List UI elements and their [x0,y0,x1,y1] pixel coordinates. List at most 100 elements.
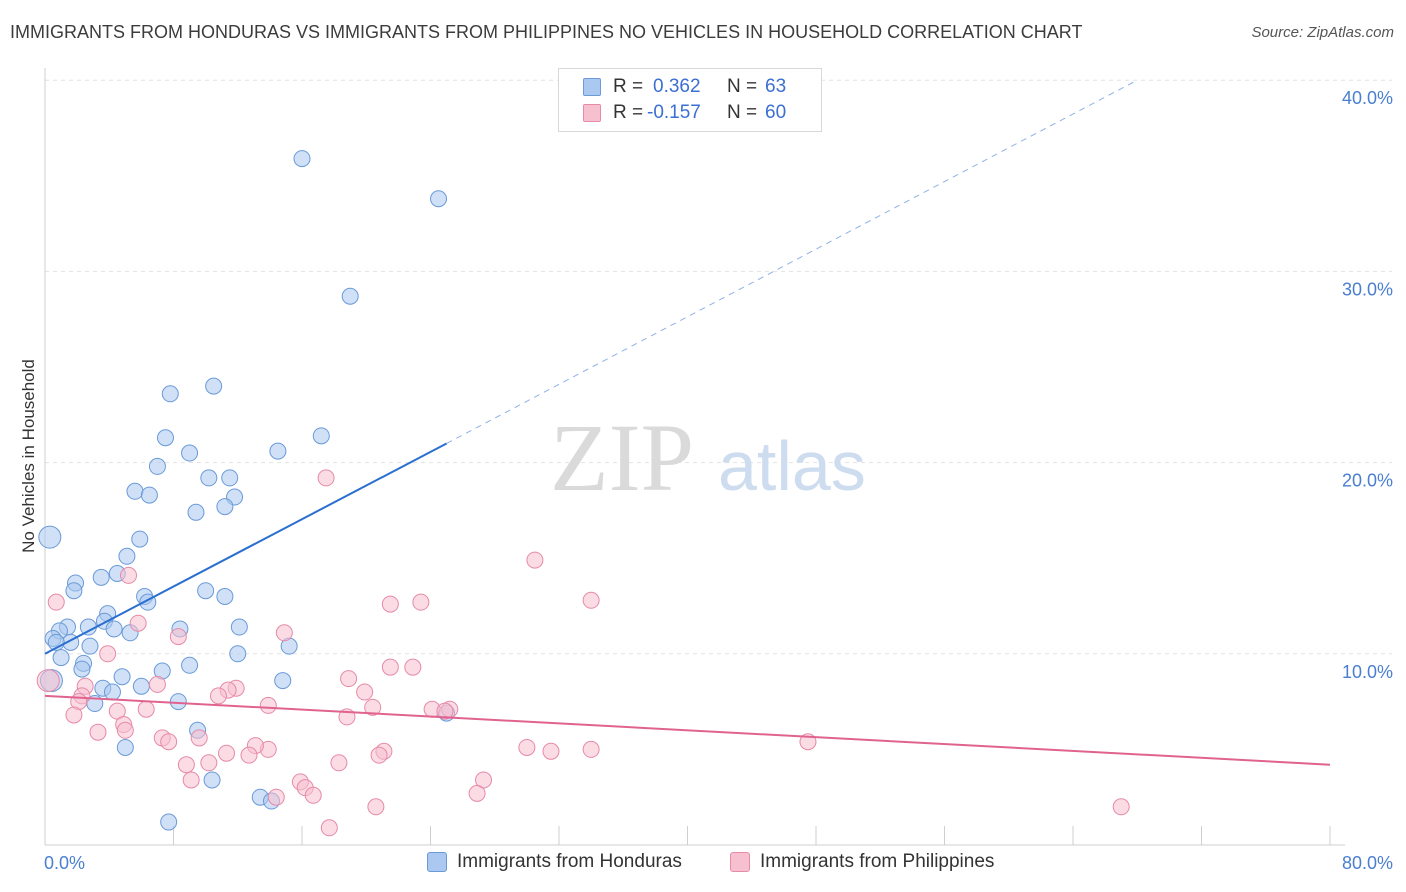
philippines-point [364,698,382,716]
y-tick-label: 40.0% [1342,88,1393,108]
legend-r-label: R = [613,102,644,123]
legend-row-honduras: R = 0.362 N = 63 [583,76,786,98]
honduras-point [131,530,149,548]
philippines-point [190,729,208,747]
grid-lines [45,79,1392,655]
honduras-point [181,444,199,462]
series-label-philippines: Immigrants from Philippines [760,851,995,872]
watermark-zip: ZIP [550,404,694,511]
philippines-point [340,670,358,688]
philippines-trend-line [44,694,1331,766]
philippines-point [267,788,285,806]
legend-row-philippines: R = -0.157 N = 60 [583,102,786,124]
series-legend-honduras[interactable]: Immigrants from Honduras [427,851,682,873]
philippines-point [1112,798,1130,816]
philippines-point [47,593,65,611]
series-swatch-philippines [730,852,750,872]
y-tick-label: 10.0% [1342,662,1393,682]
honduras-point [312,427,330,445]
honduras-trend-line [44,442,448,655]
philippines-point [356,683,374,701]
series-legend-philippines[interactable]: Immigrants from Philippines [730,851,994,873]
philippines-point [370,746,388,764]
chart-title: IMMIGRANTS FROM HONDURAS VS IMMIGRANTS F… [10,22,1083,42]
philippines-point [412,593,430,611]
honduras-point [105,620,123,638]
honduras-point [126,482,144,500]
y-tick-label: 20.0% [1342,471,1393,491]
honduras-point [274,672,292,690]
philippines-point [116,721,134,739]
honduras-point [230,618,248,636]
legend-n-label: N = [727,76,758,97]
legend-swatch-honduras [583,78,601,96]
philippines-point [582,740,600,758]
data-points [36,150,1130,837]
honduras-point [216,498,234,516]
y-tick-labels: 10.0% 20.0% 30.0% 40.0% [1342,88,1393,682]
honduras-point [113,668,131,686]
y-tick-label: 30.0% [1342,279,1393,299]
honduras-point [73,660,91,678]
legend-r-label: R = [613,76,644,97]
philippines-point [436,702,454,720]
philippines-point [148,675,166,693]
honduras-point [187,503,205,521]
philippines-point [542,742,560,760]
philippines-point [330,754,348,772]
philippines-point [99,645,117,663]
philippines-point [468,784,486,802]
honduras-point [103,683,121,701]
series-swatch-honduras [427,852,447,872]
philippines-point [304,786,322,804]
honduras-point [118,547,136,565]
honduras-point [156,429,174,447]
y-axis-label: No Vehicles in Household [19,359,38,553]
legend-r-value: 0.362 [653,76,701,97]
philippines-point [182,771,200,789]
honduras-point [430,190,448,208]
honduras-point [293,150,311,168]
philippines-point [89,723,107,741]
series-legend: Immigrants from Honduras Immigrants from… [0,851,1406,877]
legend-r-value: -0.157 [647,102,701,123]
honduras-point [160,813,178,831]
honduras-point [38,525,62,549]
honduras-point [197,582,215,600]
honduras-point [140,486,158,504]
x-tick-marks [44,826,1331,845]
philippines-point [582,591,600,609]
philippines-point [320,819,338,837]
philippines-point [218,744,236,762]
legend-n-value: 60 [765,102,787,123]
philippines-point [120,566,138,584]
honduras-point [205,377,223,395]
source-label: Source: ZipAtlas.com [1251,24,1394,41]
correlation-legend: R = 0.362 N = 63 R = -0.157 N = 60 [558,68,822,132]
honduras-point [169,693,187,711]
watermark-atlas: atlas [718,427,866,505]
honduras-point [81,637,99,655]
philippines-point [65,706,83,724]
honduras-point [181,656,199,674]
philippines-point [404,658,422,676]
honduras-point [200,469,218,487]
x-tick-label-max: 80.0% [1342,853,1393,873]
honduras-point [203,771,221,789]
trend-lines [44,79,1331,766]
philippines-point [518,738,536,756]
honduras-point [341,287,359,305]
honduras-point [161,385,179,403]
philippines-point [259,696,277,714]
honduras-point [216,587,234,605]
honduras-point [269,442,287,460]
x-tick-label-min: 0.0% [44,853,85,873]
philippines-point [381,595,399,613]
philippines-point [317,469,335,487]
series-label-honduras: Immigrants from Honduras [457,851,682,872]
honduras-point [65,582,83,600]
philippines-point [129,614,147,632]
honduras-point [116,738,134,756]
philippines-point [177,756,195,774]
